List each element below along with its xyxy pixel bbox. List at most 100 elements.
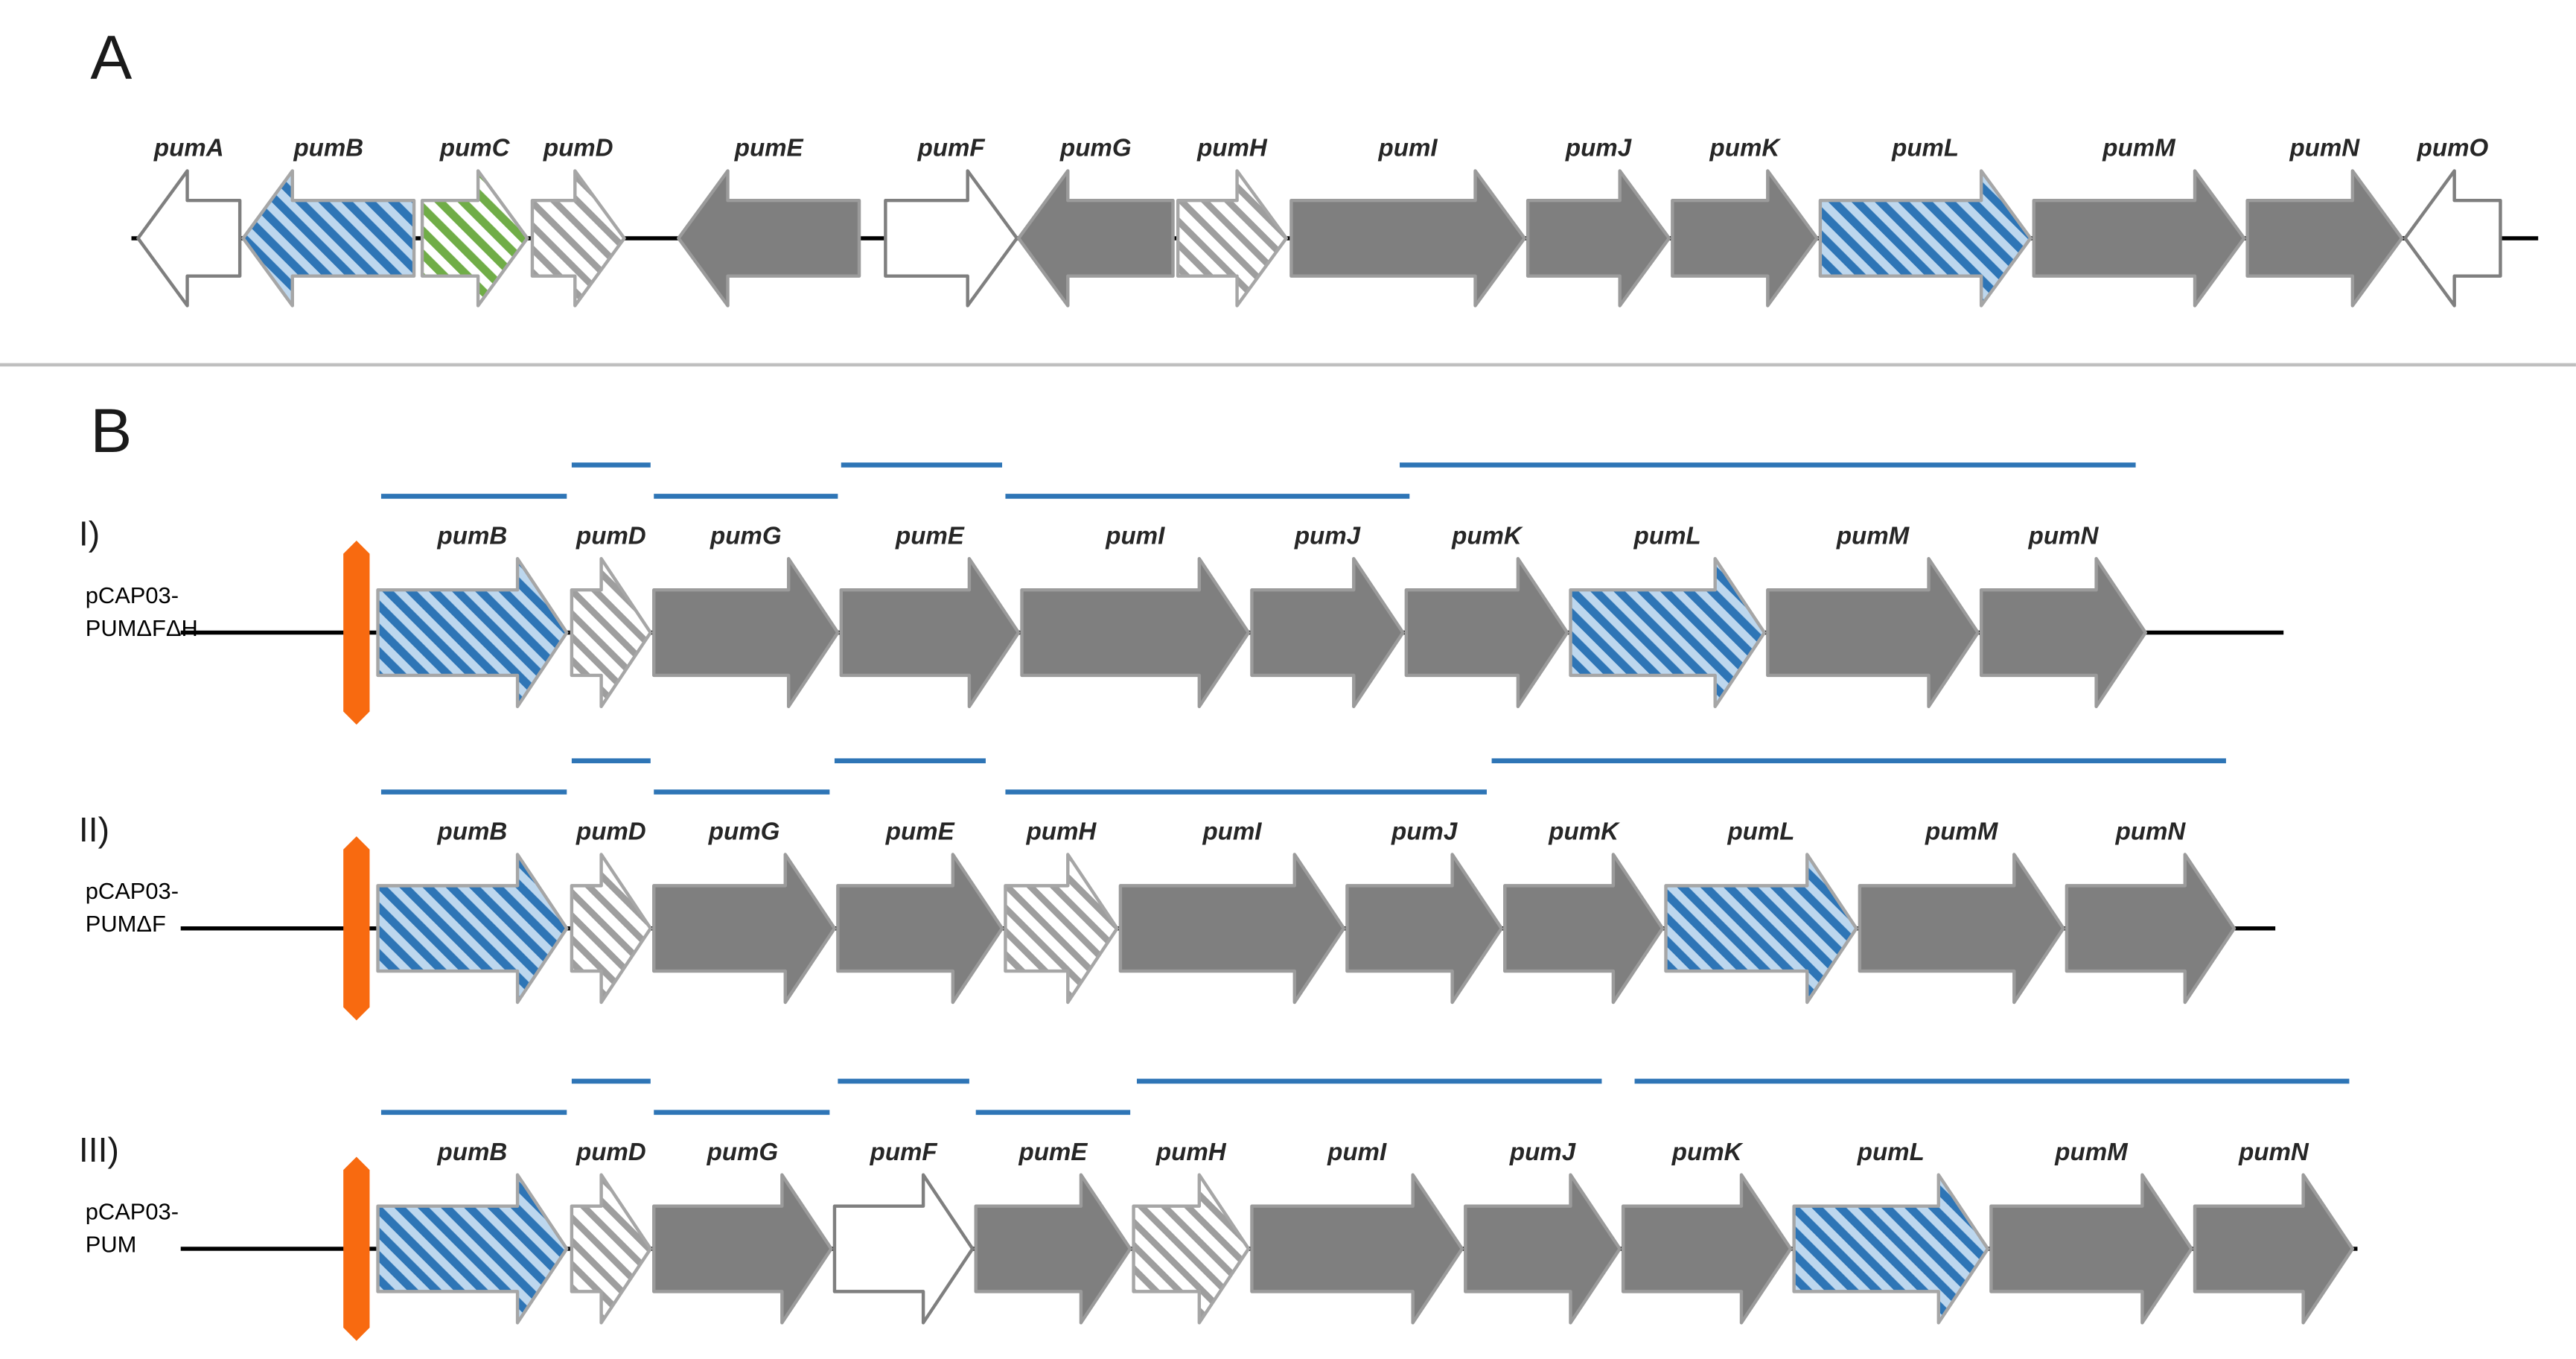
gene-label-pumE: pumE: [734, 135, 804, 162]
gene-arrow-shape-pumE: [839, 557, 1021, 709]
gene-arrow-pumM: pumM: [1858, 818, 2065, 1005]
gene-arrow-pumF: pumF: [832, 1139, 975, 1325]
gene-label-pumJ: pumJ: [1294, 522, 1361, 550]
gene-arrow-shape-pumM: [1858, 853, 2065, 1005]
panel-b-label: B: [90, 395, 132, 465]
gene-arrow-pumD: pumD: [570, 522, 653, 709]
gene-arrow-shape-pumE: [836, 853, 1004, 1005]
gene-arrow-shape-pumJ: [1525, 169, 1671, 308]
gene-label-pumO: pumO: [2417, 135, 2489, 162]
gene-arrow-pumN: pumN: [2193, 1139, 2355, 1325]
gene-arrow-shape-pumL: [1664, 853, 1858, 1005]
gene-arrow-shape-pumJ: [1464, 1173, 1622, 1325]
gene-arrow-shape-pumK: [1621, 1173, 1793, 1325]
gene-arrow-pumL: pumL: [1818, 135, 2033, 308]
gene-label-pumN: pumN: [2115, 818, 2187, 846]
gene-arrow-shape-pumF: [884, 169, 1019, 308]
gene-label-pumH: pumH: [1196, 135, 1268, 162]
gene-arrow-shape-pumM: [1766, 557, 1980, 709]
gene-label-pumI: pumI: [1378, 135, 1438, 162]
gene-arrow-pumD: pumD: [570, 1139, 653, 1325]
plasmid-name-line1: pCAP03-: [86, 878, 179, 904]
gene-arrow-pumN: pumN: [1979, 522, 2148, 709]
gene-arrow-shape-pumJ: [1345, 853, 1504, 1005]
gene-label-pumL: pumL: [1633, 522, 1701, 550]
gene-arrow-shape-pumN: [2245, 169, 2404, 308]
gene-arrow-pumI: pumI: [1250, 1139, 1464, 1325]
gene-arrow-pumH: pumH: [1132, 1139, 1251, 1325]
panel-a-label: A: [90, 22, 132, 92]
gene-arrow-pumJ: pumJ: [1345, 818, 1504, 1005]
construct-row-3: III) pCAP03- PUM pumB pumD pumG pumF pumE pumH pu…: [79, 1078, 2358, 1341]
gene-label-pumM: pumM: [2102, 135, 2176, 162]
gene-arrow-shape-pumI: [1118, 853, 1346, 1005]
gene-arrow-pumH: pumH: [1004, 818, 1119, 1005]
gene-label-pumK: pumK: [1709, 135, 1782, 162]
gene-arrow-shape-pumB: [376, 853, 569, 1005]
gene-arrow-shape-pumK: [1671, 169, 1819, 308]
gene-label-pumG: pumG: [707, 1139, 779, 1166]
construct-row-2: II) pCAP03- PUMΔF pumB pumD pumG pumE pumH pumI p…: [79, 758, 2276, 1021]
gene-label-pumD: pumD: [576, 818, 646, 846]
gene-arrow-shape-pumC: [420, 169, 529, 308]
gene-label-pumE: pumE: [895, 522, 965, 550]
gene-arrow-shape-pumF: [832, 1173, 975, 1325]
gene-label-pumK: pumK: [1451, 522, 1523, 550]
gene-label-pumN: pumN: [2238, 1139, 2309, 1166]
gene-label-pumG: pumG: [710, 522, 782, 550]
plasmid-name-line1: pCAP03-: [86, 1198, 179, 1224]
gene-arrow-pumI: pumI: [1289, 135, 1526, 308]
gene-arrow-pumC: pumC: [420, 135, 529, 308]
gene-arrow-pumJ: pumJ: [1464, 1139, 1622, 1325]
gene-arrow-pumF: pumF: [884, 135, 1019, 308]
gene-label-pumF: pumF: [870, 1139, 938, 1166]
gene-label-pumG: pumG: [1059, 135, 1132, 162]
plasmid-name-line2: PUMΔFΔH: [86, 615, 198, 641]
gene-arrow-shape-pumN: [2193, 1173, 2355, 1325]
gene-label-pumM: pumM: [1925, 818, 1999, 846]
gene-arrow-shape-pumD: [530, 169, 626, 308]
gene-label-pumL: pumL: [1857, 1139, 1925, 1166]
gene-arrow-pumB: pumB: [241, 135, 416, 308]
gene-label-pumM: pumM: [1836, 522, 1910, 550]
gene-arrow-shape-pumE: [974, 1173, 1132, 1325]
gene-arrow-shape-pumL: [1569, 557, 1767, 709]
gene-arrow-shape-pumK: [1503, 853, 1665, 1005]
gene-arrow-pumE: pumE: [974, 1139, 1132, 1325]
gene-arrow-shape-pumB: [376, 1173, 569, 1325]
gene-label-pumD: pumD: [543, 135, 613, 162]
gene-arrow-pumA: pumA: [136, 135, 242, 308]
gene-arrow-shape-pumM: [1989, 1173, 2193, 1325]
gene-arrow-shape-pumJ: [1250, 557, 1405, 709]
gene-label-pumJ: pumJ: [1391, 818, 1458, 846]
gene-label-pumA: pumA: [153, 135, 224, 162]
gene-arrow-shape-pumG: [652, 853, 837, 1005]
gene-arrow-pumI: pumI: [1118, 818, 1346, 1005]
gene-arrow-shape-pumM: [2032, 169, 2246, 308]
gene-arrow-pumG: pumG: [652, 818, 837, 1005]
plasmid-name-line2: PUM: [86, 1231, 137, 1257]
gene-arrow-pumM: pumM: [1989, 1139, 2193, 1325]
gene-arrow-shape-pumD: [570, 853, 653, 1005]
gene-label-pumM: pumM: [2054, 1139, 2129, 1166]
gene-label-pumC: pumC: [439, 135, 511, 162]
gene-label-pumG: pumG: [708, 818, 780, 846]
gene-arrow-shape-pumD: [570, 557, 653, 709]
gene-label-pumE: pumE: [885, 818, 955, 846]
gene-label-pumN: pumN: [2028, 522, 2100, 550]
gene-arrow-shape-pumL: [1818, 169, 2033, 308]
gene-arrow-pumJ: pumJ: [1250, 522, 1405, 709]
gene-arrow-pumD: pumD: [570, 818, 653, 1005]
gene-arrow-shape-pumN: [2065, 853, 2237, 1005]
gene-label-pumF: pumF: [917, 135, 986, 162]
gene-arrow-pumI: pumI: [1020, 522, 1251, 709]
gene-arrow-pumL: pumL: [1792, 1139, 1990, 1325]
gene-label-pumD: pumD: [576, 522, 646, 550]
gene-label-pumE: pumE: [1018, 1139, 1088, 1166]
gene-arrow-shape-pumH: [1132, 1173, 1251, 1325]
gene-arrow-pumJ: pumJ: [1525, 135, 1671, 308]
gene-arrow-shape-pumB: [241, 169, 416, 308]
